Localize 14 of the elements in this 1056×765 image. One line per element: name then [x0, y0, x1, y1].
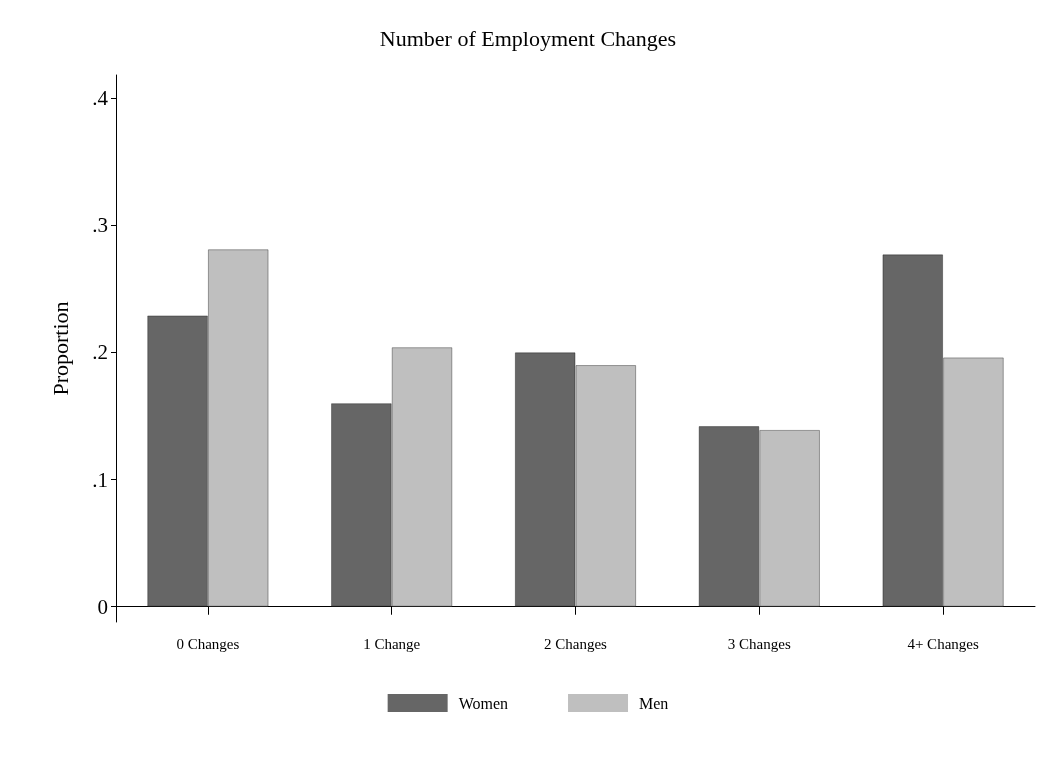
x-tick-label: 3 Changes [727, 635, 791, 652]
x-tick-label: 1 Change [363, 635, 421, 652]
y-tick-label: .3 [92, 213, 108, 238]
y-tick-label: .1 [92, 467, 108, 492]
y-tick-label: 0 [97, 594, 108, 619]
legend-label: Women [458, 694, 509, 712]
x-tick-label: 2 Changes [544, 635, 608, 652]
x-tick-label: 4+ Changes [907, 635, 979, 652]
y-axis-title: Proportion [47, 301, 73, 396]
legend-label: Men [639, 694, 669, 712]
chart-title: Number of Employment Changes [379, 25, 677, 51]
y-tick-label: .2 [92, 340, 108, 365]
x-tick-label: 0 Changes [176, 635, 240, 652]
y-tick-label: .4 [92, 85, 109, 110]
